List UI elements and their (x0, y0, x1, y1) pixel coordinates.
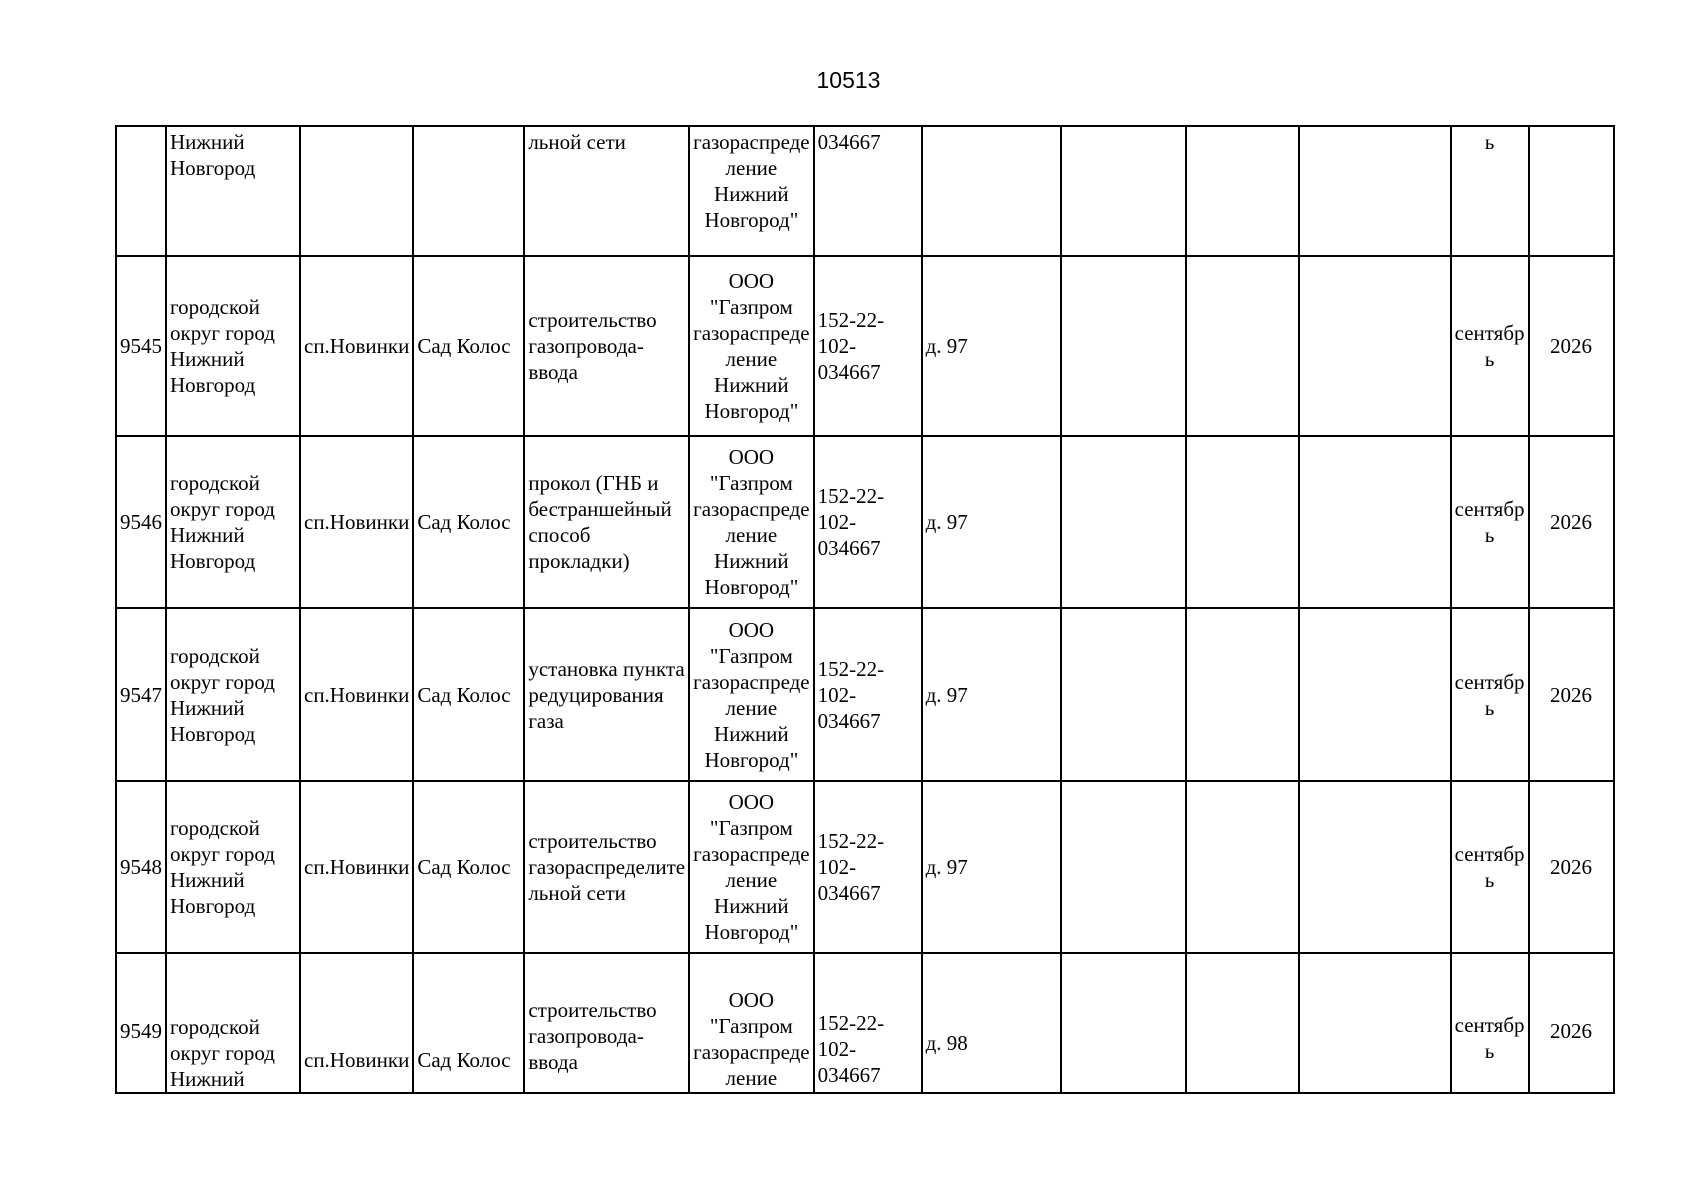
cell-9547-house: д. 97 (920, 607, 1062, 782)
cell-9549-row-number: 9549 (115, 952, 167, 1094)
cell-cont-empty-2 (1184, 125, 1300, 257)
cell-9545-house: д. 97 (920, 255, 1062, 437)
cell-9549-organization: ООО "Газпром газораспреде ление (688, 952, 815, 1094)
cell-9549-empty-3 (1297, 952, 1452, 1094)
table-row-9549: 9549 городской округ город Нижний сп.Нов… (115, 952, 1615, 1094)
cell-9548-work-type: строительство газораспределите льной сет… (523, 780, 691, 954)
cell-cont-work-type: льной сети (523, 125, 691, 257)
table-row-9546: 9546 городской округ город Нижний Новгор… (115, 435, 1615, 609)
cell-9548-settlement: сп.Новинки (298, 780, 415, 954)
cell-9547-empty-3 (1297, 607, 1452, 782)
cell-9546-empty-2 (1184, 435, 1300, 609)
cell-9547-work-type: установка пункта редуцирования газа (523, 607, 691, 782)
cell-9548-year: 2026 (1527, 780, 1615, 954)
cell-9545-request-number: 152-22-102- 034667 (812, 255, 923, 437)
cell-9548-empty-1 (1059, 780, 1187, 954)
cell-9548-organization: ООО "Газпром газораспреде ление Нижний Н… (688, 780, 815, 954)
cell-9547-year: 2026 (1527, 607, 1615, 782)
cell-9546-request-number: 152-22-102- 034667 (812, 435, 923, 609)
cell-cont-house (920, 125, 1062, 257)
cell-9548-row-number: 9548 (115, 780, 167, 954)
cell-9546-month: сентябр ь (1449, 435, 1530, 609)
cell-9546-organization: ООО "Газпром газораспреде ление Нижний Н… (688, 435, 815, 609)
cell-9547-month: сентябр ь (1449, 607, 1530, 782)
cell-9545-empty-1 (1059, 255, 1187, 437)
cell-9545-settlement: сп.Новинки (298, 255, 415, 437)
cell-9545-row-number: 9545 (115, 255, 167, 437)
schedule-table: Нижний Новгород льной сети газораспреде … (115, 125, 1615, 1094)
cell-9549-request-number: 152-22-102- 034667 (812, 952, 923, 1094)
cell-9548-house: д. 97 (920, 780, 1062, 954)
cell-9546-empty-3 (1297, 435, 1452, 609)
cell-9548-month: сентябр ь (1449, 780, 1530, 954)
cell-9545-territory: Сад Колос (412, 255, 526, 437)
table-row-continuation: Нижний Новгород льной сети газораспреде … (115, 125, 1615, 257)
table-row-9548: 9548 городской округ город Нижний Новгор… (115, 780, 1615, 954)
cell-cont-year (1527, 125, 1615, 257)
cell-9548-request-number: 152-22-102- 034667 (812, 780, 923, 954)
cell-9546-settlement: сп.Новинки (298, 435, 415, 609)
cell-9546-district: городской округ город Нижний Новгород (165, 435, 301, 609)
cell-9548-empty-2 (1184, 780, 1300, 954)
cell-cont-request-number: 034667 (812, 125, 923, 257)
cell-9547-request-number: 152-22-102- 034667 (812, 607, 923, 782)
cell-9546-house: д. 97 (920, 435, 1062, 609)
cell-9546-row-number: 9546 (115, 435, 167, 609)
cell-9547-district: городской округ город Нижний Новгород (165, 607, 301, 782)
cell-cont-empty-3 (1297, 125, 1452, 257)
cell-9546-territory: Сад Колос (412, 435, 526, 609)
cell-cont-empty-1 (1059, 125, 1187, 257)
cell-9547-settlement: сп.Новинки (298, 607, 415, 782)
cell-9549-settlement: сп.Новинки (298, 952, 415, 1094)
cell-cont-month: ь (1449, 125, 1530, 257)
cell-9548-district: городской округ город Нижний Новгород (165, 780, 301, 954)
cell-9547-empty-2 (1184, 607, 1300, 782)
cell-cont-organization: газораспреде ление Нижний Новгород" (688, 125, 815, 257)
cell-9549-work-type: строительство газопровода- ввода (523, 952, 691, 1094)
cell-9545-organization: ООО "Газпром газораспреде ление Нижний Н… (688, 255, 815, 437)
cell-9547-organization: ООО "Газпром газораспреде ление Нижний Н… (688, 607, 815, 782)
cell-9547-row-number: 9547 (115, 607, 167, 782)
cell-9547-territory: Сад Колос (412, 607, 526, 782)
cell-9545-month: сентябр ь (1449, 255, 1530, 437)
cell-9545-work-type: строительство газопровода- ввода (523, 255, 691, 437)
cell-9549-empty-1 (1059, 952, 1187, 1094)
cell-9549-month: сентябр ь (1449, 952, 1530, 1094)
cell-9547-empty-1 (1059, 607, 1187, 782)
cell-9548-empty-3 (1297, 780, 1452, 954)
cell-9546-year: 2026 (1527, 435, 1615, 609)
cell-9545-empty-2 (1184, 255, 1300, 437)
cell-9549-district: городской округ город Нижний (165, 952, 301, 1094)
table-row-9547: 9547 городской округ город Нижний Новгор… (115, 607, 1615, 782)
page-number: 10513 (816, 67, 881, 93)
cell-9549-empty-2 (1184, 952, 1300, 1094)
cell-cont-settlement (298, 125, 415, 257)
cell-9545-year: 2026 (1527, 255, 1615, 437)
cell-9549-territory: Сад Колос (412, 952, 526, 1094)
table-row-9545: 9545 городской округ город Нижний Новгор… (115, 255, 1615, 437)
cell-cont-district: Нижний Новгород (165, 125, 301, 257)
cell-cont-row-number (115, 125, 167, 257)
cell-9548-territory: Сад Колос (412, 780, 526, 954)
cell-9545-district: городской округ город Нижний Новгород (165, 255, 301, 437)
cell-9549-house: д. 98 (920, 952, 1062, 1094)
cell-9545-empty-3 (1297, 255, 1452, 437)
cell-cont-territory (412, 125, 526, 257)
cell-9549-year: 2026 (1527, 952, 1615, 1094)
cell-9546-empty-1 (1059, 435, 1187, 609)
cell-9546-work-type: прокол (ГНБ и бестраншейный способ прокл… (523, 435, 691, 609)
